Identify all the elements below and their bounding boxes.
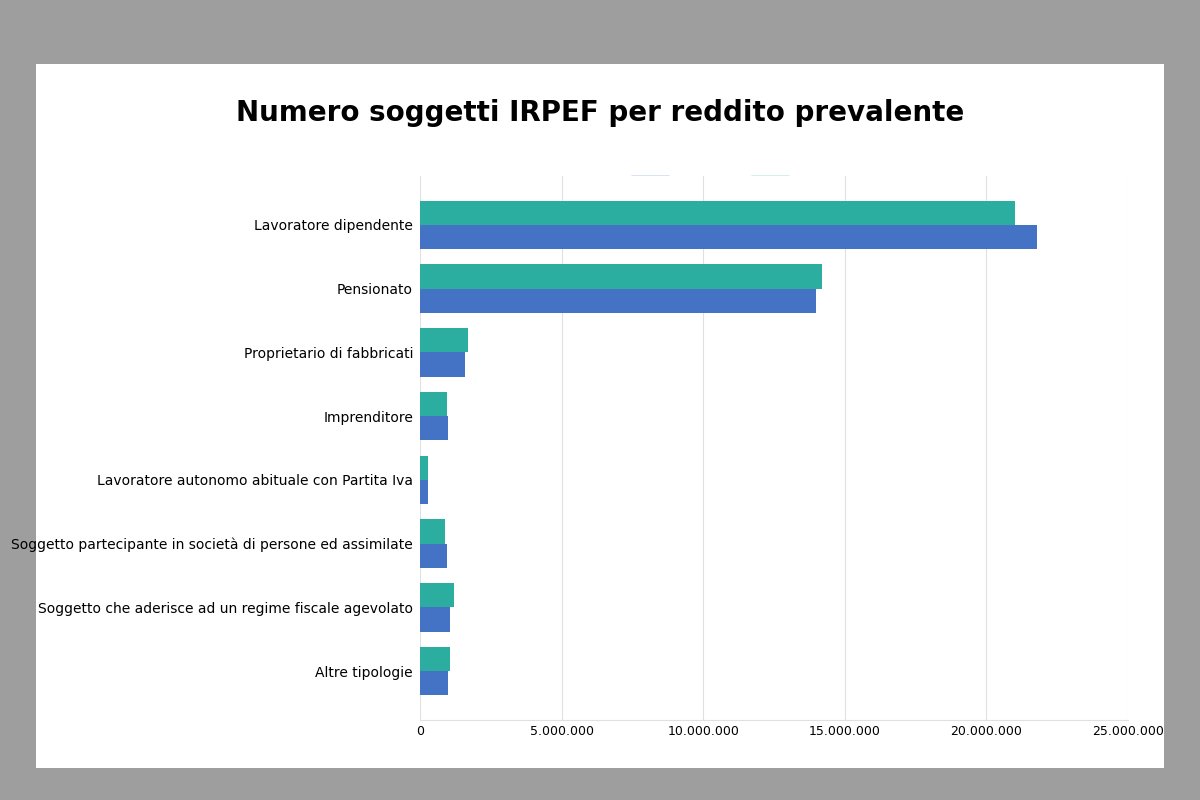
Bar xyxy=(420,543,446,568)
Legend: 2019, 2020: 2019, 2020 xyxy=(625,170,846,198)
Bar xyxy=(420,647,450,671)
Bar xyxy=(420,416,449,440)
Bar xyxy=(420,201,1015,225)
Bar xyxy=(420,289,816,313)
Bar xyxy=(420,328,468,353)
Text: Numero soggetti IRPEF per reddito prevalente: Numero soggetti IRPEF per reddito preval… xyxy=(236,99,964,127)
Bar xyxy=(420,353,466,377)
Bar xyxy=(420,480,428,504)
Bar xyxy=(420,607,450,631)
Bar xyxy=(420,583,454,607)
Bar xyxy=(420,519,445,543)
Bar xyxy=(420,265,822,289)
Bar xyxy=(420,392,446,416)
Bar xyxy=(420,225,1037,249)
Bar xyxy=(420,456,428,480)
Bar xyxy=(420,671,449,695)
